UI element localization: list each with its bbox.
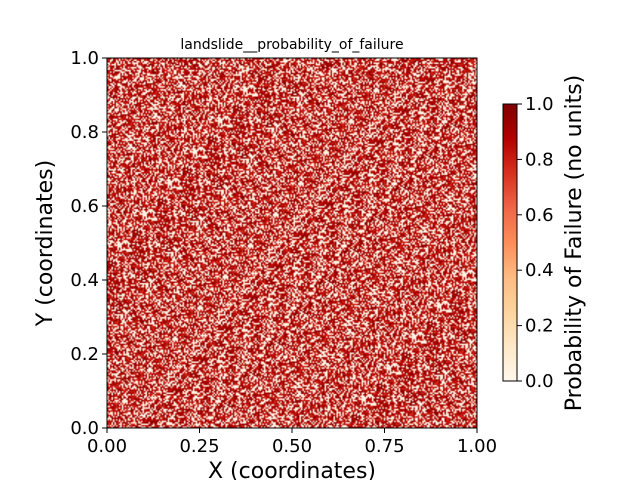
colorbar-tick-label: 0.2: [525, 316, 554, 337]
y-tick-label: 0.4: [70, 270, 99, 291]
y-tick-label: 0.6: [70, 196, 99, 217]
y-axis: 0.0 0.2 0.4 0.6 0.8 1.0: [70, 48, 107, 439]
colorbar-tick-label: 0.6: [525, 205, 554, 226]
heatmap-image: [107, 58, 477, 428]
chart-title: landslide__probability_of_failure: [180, 37, 403, 53]
x-tick-label: 0.75: [364, 436, 404, 457]
colorbar-tick-label: 1.0: [525, 94, 554, 115]
x-tick-label: 0.25: [179, 436, 219, 457]
y-tick-label: 0.8: [70, 122, 99, 143]
x-tick-label: 1.00: [457, 436, 497, 457]
y-tick-label: 0.0: [70, 418, 99, 439]
colorbar-label: Probability of Failure (no units): [562, 75, 587, 412]
colorbar: 0.0 0.2 0.4 0.6 0.8 1.0 Probability of Failur…: [502, 75, 587, 412]
y-axis-label: Y (coordinates): [33, 160, 58, 327]
colorbar-frame: [502, 103, 518, 382]
x-tick-label: 0.50: [272, 436, 312, 457]
y-tick-label: 1.0: [70, 48, 99, 69]
y-tick-label: 0.2: [70, 344, 99, 365]
x-tick-label: 0.00: [87, 436, 127, 457]
colorbar-tick-label: 0.0: [525, 371, 554, 392]
heatmap-plot-area: [106, 57, 478, 429]
colorbar-gradient: [503, 104, 517, 381]
x-axis-label: X (coordinates): [208, 459, 376, 480]
colorbar-tick-label: 0.8: [525, 149, 554, 170]
colorbar-tick-label: 0.4: [525, 260, 554, 281]
colorbar-ticks: 0.0 0.2 0.4 0.6 0.8 1.0: [517, 94, 554, 392]
x-axis: 0.00 0.25 0.50 0.75 1.00: [87, 428, 497, 457]
